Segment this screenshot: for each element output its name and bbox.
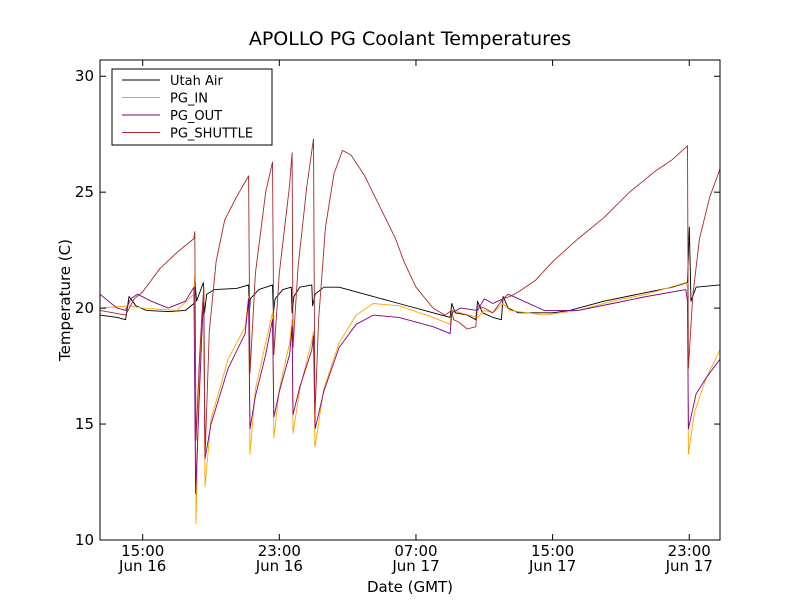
series-line-pg-in [100, 275, 720, 525]
chart-title: APOLLO PG Coolant Temperatures [249, 28, 571, 50]
y-tick-label: 30 [75, 67, 94, 85]
x-tick-label-time: 15:00 [121, 542, 164, 560]
legend-label: PG_SHUTTLE [170, 127, 253, 142]
legend-label: PG_OUT [170, 109, 222, 124]
y-tick-label: 15 [75, 415, 94, 433]
series-layer [100, 138, 720, 525]
y-tick-label: 10 [75, 531, 94, 549]
y-tick-label: 25 [75, 183, 94, 201]
x-tick-label-time: 07:00 [394, 542, 437, 560]
series-line-pg-shuttle [100, 138, 720, 460]
legend: Utah Air PG_IN PG_OUT PG_SHUTTLE [111, 68, 273, 146]
x-tick-label-date: Jun 17 [665, 557, 713, 575]
x-tick-label-date: Jun 17 [391, 557, 439, 575]
legend-label: Utah Air [170, 74, 223, 89]
x-tick-label-time: 23:00 [258, 542, 301, 560]
legend-label: PG_IN [170, 92, 208, 107]
y-axis-label: Temperature (C) [56, 239, 74, 362]
x-tick-label-time: 15:00 [531, 542, 574, 560]
series-line-pg-out [100, 286, 720, 495]
x-tick-label-time: 23:00 [668, 542, 711, 560]
plot-area [99, 59, 721, 541]
x-axis-label: Date (GMT) [367, 578, 453, 596]
x-tick-label-date: Jun 16 [255, 557, 303, 575]
y-tick-label: 20 [75, 299, 94, 317]
x-tick-label-date: Jun 17 [528, 557, 576, 575]
series-line-utah-air [100, 226, 720, 321]
x-tick-label-date: Jun 16 [118, 557, 166, 575]
